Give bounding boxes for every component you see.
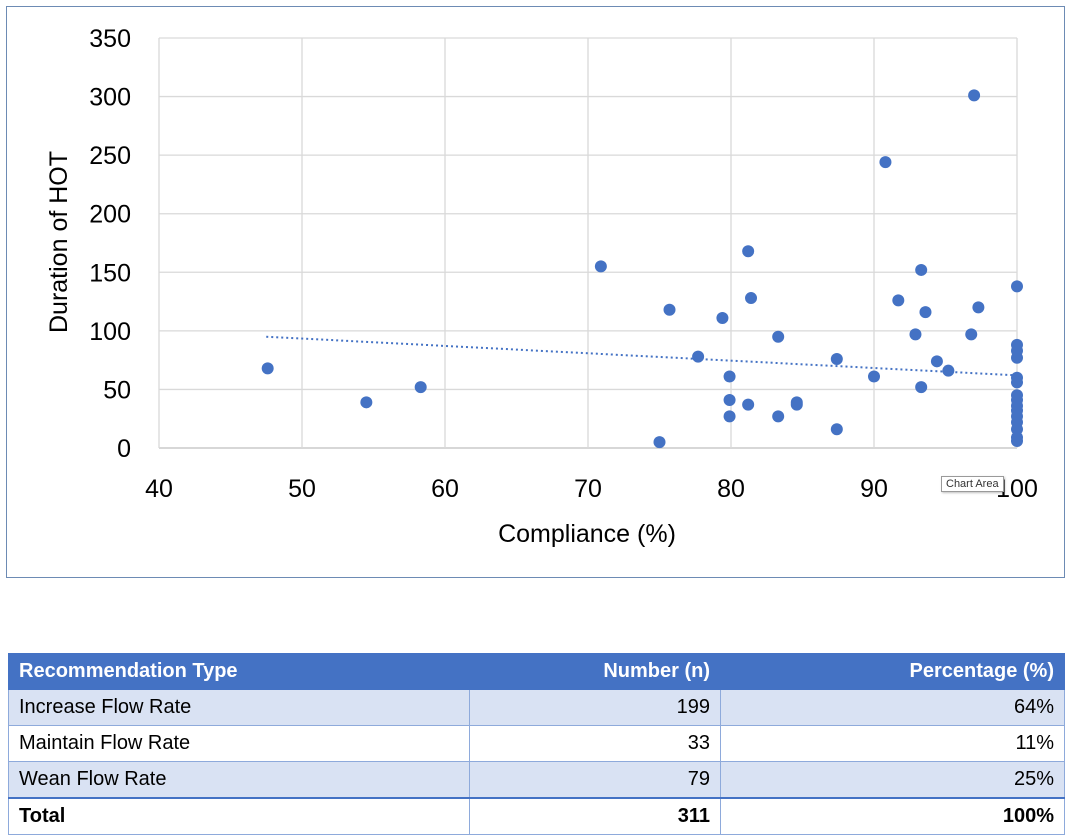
- scatter-point: [930, 355, 943, 368]
- scatter-point: [772, 330, 785, 343]
- data-points: [261, 89, 1023, 449]
- scatter-point: [742, 398, 755, 411]
- cell-total-label: Total: [8, 797, 470, 835]
- x-tick-label: 80: [717, 475, 745, 503]
- trendline-line: [266, 335, 1018, 377]
- recommendation-table: Recommendation Type Number (n) Percentag…: [8, 653, 1065, 835]
- scatter-point: [919, 306, 932, 319]
- scatter-point: [968, 89, 981, 102]
- y-tick-label: 150: [89, 259, 131, 287]
- scatter-point: [1011, 423, 1023, 436]
- scatter-point: [772, 410, 785, 423]
- scatter-point: [965, 328, 978, 341]
- scatter-point: [915, 263, 928, 276]
- table-row: Maintain Flow Rate 33 11%: [8, 725, 1065, 762]
- scatter-point: [692, 350, 705, 363]
- y-tick-label: 0: [117, 435, 131, 463]
- y-tick-label: 350: [89, 25, 131, 53]
- x-tick-label: 60: [431, 475, 459, 503]
- scatter-point: [830, 352, 843, 365]
- cell-number: 79: [469, 761, 721, 799]
- scatter-point: [892, 294, 905, 307]
- cell-type: Increase Flow Rate: [8, 689, 470, 726]
- header-percentage: Percentage (%): [720, 653, 1065, 690]
- scatter-point: [868, 370, 880, 383]
- scatter-point: [909, 328, 922, 341]
- chart-area[interactable]: 0 50 100 150 200 250 300 350 40 50 60 70 80 90 100 Dur…: [6, 6, 1065, 578]
- scatter-point: [790, 398, 803, 411]
- scatter-point: [723, 393, 736, 406]
- cell-total-percentage: 100%: [720, 797, 1065, 835]
- cell-percentage: 25%: [720, 761, 1065, 799]
- x-tick-label: 50: [288, 475, 316, 503]
- x-tick-label: 90: [860, 475, 888, 503]
- scatter-point: [972, 301, 985, 314]
- scatter-point: [745, 292, 758, 305]
- scatter-point: [942, 364, 955, 377]
- scatter-point: [1011, 434, 1023, 447]
- cell-number: 33: [469, 725, 721, 762]
- header-recommendation-type: Recommendation Type: [8, 653, 470, 690]
- table-total-row: Total 311 100%: [8, 797, 1065, 835]
- gridlines: [158, 37, 1018, 449]
- scatter-point: [723, 370, 736, 383]
- y-tick-label: 250: [89, 142, 131, 170]
- table-row: Increase Flow Rate 199 64%: [8, 689, 1065, 726]
- scatter-point: [414, 381, 427, 394]
- x-axis-title: Compliance (%): [498, 520, 676, 548]
- y-tick-label: 200: [89, 201, 131, 229]
- y-tick-label: 50: [103, 376, 131, 404]
- scatter-point: [915, 381, 928, 394]
- trendline: [266, 335, 1018, 377]
- table-header-row: Recommendation Type Number (n) Percentag…: [8, 653, 1065, 690]
- scatter-point: [594, 260, 607, 273]
- scatter-point: [663, 303, 676, 316]
- scatter-point: [723, 410, 736, 423]
- x-tick-label: 40: [145, 475, 173, 503]
- scatter-point: [742, 245, 755, 258]
- scatter-point: [653, 436, 666, 449]
- cell-percentage: 64%: [720, 689, 1065, 726]
- cell-type: Maintain Flow Rate: [8, 725, 470, 762]
- cell-type: Wean Flow Rate: [8, 761, 470, 799]
- scatter-point: [1011, 280, 1023, 293]
- scatter-point: [1011, 376, 1023, 389]
- y-axis-title: Duration of HOT: [45, 151, 73, 333]
- scatter-point: [879, 156, 892, 169]
- y-tick-label: 300: [89, 84, 131, 112]
- cell-total-number: 311: [469, 797, 721, 835]
- scatter-point: [830, 423, 843, 436]
- chart-area-tooltip: Chart Area: [941, 476, 1004, 492]
- cell-percentage: 11%: [720, 725, 1065, 762]
- x-tick-label: 70: [574, 475, 602, 503]
- scatter-point: [360, 396, 373, 409]
- header-number: Number (n): [469, 653, 721, 690]
- y-tick-label: 100: [89, 318, 131, 346]
- scatter-point: [716, 311, 729, 324]
- table-row: Wean Flow Rate 79 25%: [8, 761, 1065, 799]
- scatter-point: [261, 362, 274, 375]
- cell-number: 199: [469, 689, 721, 726]
- scatter-point: [1011, 351, 1023, 364]
